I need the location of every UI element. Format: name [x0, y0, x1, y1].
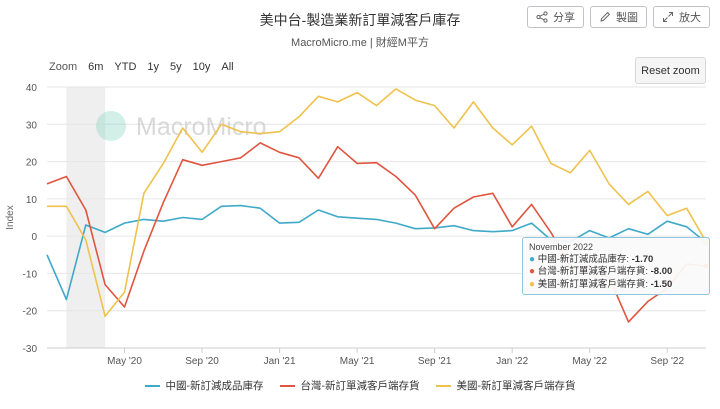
y-tick-label: 10 [26, 195, 38, 206]
tooltip-label: 美國-新訂單減客戶端存貨: [537, 278, 648, 290]
zoom-5y[interactable]: 5y [170, 61, 182, 73]
x-tick-label: Jan '22 [496, 356, 528, 367]
watermark: MacroMicro [96, 111, 267, 141]
x-tick-label: May '20 [107, 356, 142, 367]
tooltip-row-taiwan: ● 台灣-新訂單減客戶端存貨: -8.00 [529, 266, 703, 279]
legend-item-china[interactable]: 中國-新訂減成品庫存 [144, 378, 264, 393]
zoom-bar: Zoom 6m YTD 1y 5y 10y All [49, 61, 234, 73]
y-axis-title: Index [5, 205, 16, 229]
chart-subtitle: MacroMicro.me | 財經M平方 [291, 37, 429, 49]
y-tick-label: 40 [26, 83, 38, 94]
expand-icon [663, 12, 673, 22]
reset-zoom-button[interactable]: Reset zoom [635, 57, 706, 84]
tooltip-row-china: ● 中國-新訂減成品庫存: -1.70 [529, 254, 703, 267]
y-tick-label: -20 [23, 307, 38, 318]
tooltip-value: -1.50 [650, 278, 673, 290]
expand-button[interactable]: 放大 [653, 6, 710, 28]
share-icon [536, 11, 548, 23]
legend: 中國-新訂減成品庫存 台灣-新訂單減客戶端存貨 美國-新訂單減客戶端存貨 [0, 378, 720, 393]
tooltip-value: -8.00 [650, 266, 673, 277]
tooltip-dot-icon: ● [529, 253, 536, 265]
y-tick-label: -10 [23, 269, 38, 280]
tooltip-dot-icon: ● [529, 266, 536, 277]
x-tick-label: Sep '20 [185, 356, 219, 367]
tooltip-label: 台灣-新訂單減客戶端存貨: [537, 266, 648, 277]
tooltip-dot-icon: ● [529, 278, 536, 290]
tooltip-date: November 2022 [529, 242, 594, 252]
series-line-1 [46, 142, 707, 323]
x-tick-label: Sep '21 [418, 356, 452, 367]
legend-item-us[interactable]: 美國-新訂單減客戶端存貨 [435, 378, 576, 393]
zoom-10y[interactable]: 10y [192, 61, 211, 73]
draw-button-label: 製圖 [616, 12, 638, 24]
tooltip-label: 中國-新訂減成品庫存: [537, 253, 629, 265]
x-tick-label: May '21 [340, 356, 375, 367]
series-line-2 [47, 88, 707, 318]
tooltip-row-us: ● 美國-新訂單減客戶端存貨: -1.50 [529, 279, 703, 292]
share-button[interactable]: 分享 [527, 6, 584, 28]
zoom-1y[interactable]: 1y [147, 61, 160, 73]
y-tick-label: -30 [23, 344, 38, 355]
legend-label: 台灣-新訂單減客戶端存貨 [300, 380, 420, 392]
x-tick-label: Sep '22 [650, 356, 684, 367]
legend-label: 美國-新訂單減客戶端存貨 [456, 380, 576, 392]
share-button-label: 分享 [553, 12, 575, 24]
watermark-logo-icon [96, 111, 126, 141]
watermark-text: MacroMicro [136, 113, 267, 141]
action-buttons: 分享 製圖 放大 [527, 6, 710, 28]
zoom-ytd[interactable]: YTD [114, 61, 137, 73]
legend-item-taiwan[interactable]: 台灣-新訂單減客戶端存貨 [279, 378, 420, 393]
zoom-6m[interactable]: 6m [88, 61, 104, 73]
y-tick-label: 30 [26, 120, 38, 131]
zoom-label: Zoom [49, 61, 78, 73]
tooltip: November 2022 ● 中國-新訂減成品庫存: -1.70 ● 台灣-新… [522, 237, 710, 295]
pencil-icon [600, 11, 611, 22]
legend-swatch [144, 384, 160, 387]
zoom-all[interactable]: All [221, 61, 234, 73]
chart-title: 美中台-製造業新訂單減客戶庫存 [259, 12, 461, 28]
legend-label: 中國-新訂減成品庫存 [165, 380, 264, 392]
y-tick-label: 0 [31, 232, 37, 243]
x-tick-label: Jan '21 [264, 356, 296, 367]
expand-button-label: 放大 [679, 12, 701, 24]
draw-button[interactable]: 製圖 [590, 6, 647, 28]
x-tick-label: May '22 [572, 356, 607, 367]
legend-swatch [435, 384, 451, 387]
legend-swatch [279, 384, 295, 387]
y-tick-label: 20 [26, 158, 38, 169]
tooltip-value: -1.70 [631, 253, 654, 265]
